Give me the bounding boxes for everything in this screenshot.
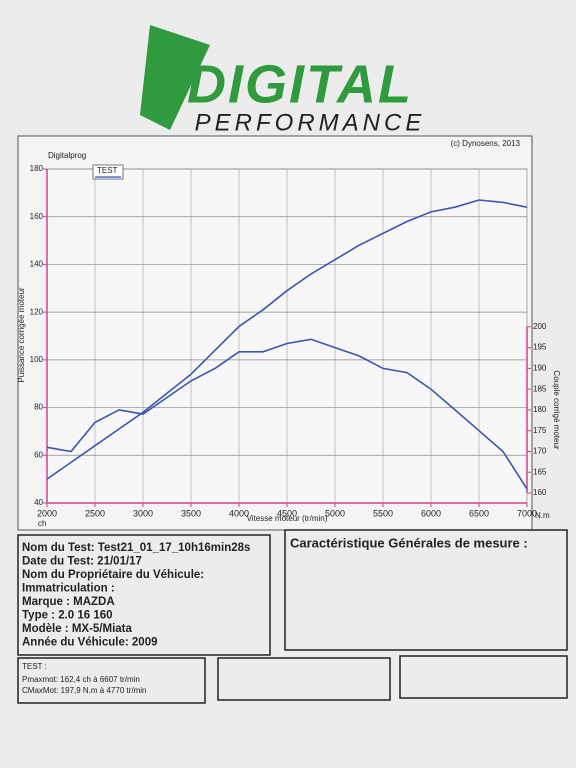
info-line: Immatriculation : — [22, 583, 115, 595]
measure-box — [284, 529, 568, 651]
y-tick-label: 140 — [30, 260, 44, 269]
logo-mark — [140, 25, 210, 130]
copyright: (c) Dynosens, 2013 — [451, 139, 521, 148]
x-tick-label: 4500 — [277, 508, 297, 518]
legend-box — [92, 164, 124, 180]
x-tick-label: 2000 — [37, 508, 57, 518]
y2-tick-label: 160 — [533, 488, 547, 497]
x-tick-label: 4000 — [229, 508, 249, 518]
info-line: Nom du Test: Test21_01_17_10h16min28s — [22, 542, 250, 554]
series-line — [46, 199, 528, 480]
y-tick-label: 180 — [30, 164, 44, 173]
info-line: Modèle : MX-5/Miata — [22, 623, 133, 635]
info-line: Type : 2.0 16 160 — [22, 610, 113, 622]
x-tick-label: 6500 — [469, 508, 489, 518]
y2-unit: N.m — [535, 511, 550, 520]
y2-tick-label: 200 — [533, 322, 547, 331]
x-tick-label: 3500 — [181, 508, 201, 518]
x-axis-label: Vitesse moteur (tr/min) — [247, 514, 328, 523]
y2-axis-label: Couple corrigé moteur — [552, 370, 561, 449]
y-tick-label: 160 — [30, 212, 44, 221]
y2-tick-label: 195 — [533, 343, 547, 352]
x-tick-label: 7000 — [517, 508, 537, 518]
y-tick-label: 80 — [34, 403, 43, 412]
logo-subtitle: PERFORMANCE — [195, 109, 426, 136]
y-tick-label: 100 — [30, 355, 44, 364]
info-line: Nom du Propriétaire du Véhicule: — [22, 569, 204, 581]
info-line: Marque : MAZDA — [22, 596, 115, 608]
y2-tick-label: 190 — [533, 364, 547, 373]
x-tick-label: 6000 — [421, 508, 441, 518]
results-box — [17, 657, 206, 704]
y2-tick-label: 175 — [533, 426, 547, 435]
result-line: CMaxMot: 197,9 N.m à 4770 tr/min — [22, 686, 147, 695]
series-line — [46, 338, 528, 490]
y-tick-label: 60 — [34, 450, 43, 459]
info-line: Date du Test: 21/01/17 — [22, 556, 142, 568]
x-tick-label: 3000 — [133, 508, 153, 518]
logo-title: DIGITAL — [187, 54, 413, 114]
y2-tick-label: 170 — [533, 447, 547, 456]
info-box — [17, 534, 271, 656]
y-axis-label: Puissance corrigée moteur — [17, 287, 26, 382]
plot: 2000 2500 3000 3500 4000 4500 5000 5500 6000 6500… — [30, 164, 547, 518]
measure-title: Caractéristique Générales de mesure : — [290, 535, 528, 550]
x-tick-label: 5500 — [373, 508, 393, 518]
x-tick-label: 2500 — [85, 508, 105, 518]
y-tick-label: 40 — [34, 498, 43, 507]
empty-box — [399, 655, 568, 699]
legend-label: TEST — [97, 166, 118, 175]
y2-tick-label: 180 — [533, 405, 547, 414]
x-tick-label: 5000 — [325, 508, 345, 518]
info-line: Année du Véhicule: 2009 — [22, 637, 158, 649]
y-unit: ch — [38, 519, 46, 528]
y-tick-label: 120 — [30, 307, 44, 316]
software-label: Digitalprog — [48, 151, 86, 160]
result-line: Pmaxmot: 162,4 ch à 6607 tr/min — [22, 675, 140, 684]
y2-tick-label: 165 — [533, 467, 547, 476]
empty-box — [217, 657, 391, 701]
y2-tick-label: 185 — [533, 384, 547, 393]
info-lines: Nom du Test: Test21_01_17_10h16min28s Dat… — [22, 542, 250, 649]
results-title: TEST : — [22, 662, 47, 671]
